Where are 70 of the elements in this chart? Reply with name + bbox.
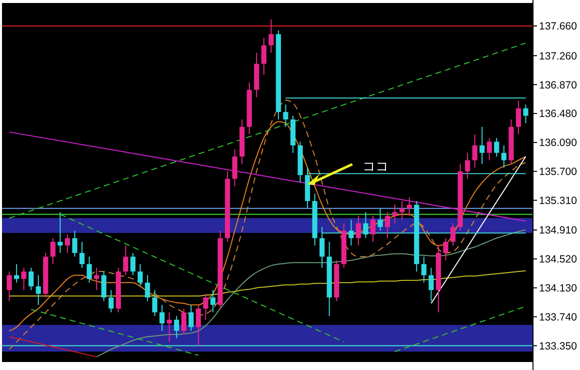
- y-tick-label: 136.090: [539, 137, 578, 150]
- candlestick: [188, 304, 194, 332]
- candlestick: [501, 144, 506, 168]
- candlestick: [79, 241, 85, 268]
- candlestick: [21, 267, 26, 291]
- candlestick: [174, 316, 180, 339]
- candlestick: [450, 222, 456, 246]
- candlestick: [480, 126, 485, 164]
- candlestick: [58, 212, 63, 254]
- y-tick-label: 137.660: [539, 20, 578, 33]
- candlestick: [50, 238, 56, 265]
- candlestick: [138, 264, 143, 287]
- y-tick-label: 137.260: [539, 50, 578, 62]
- candlestick: [123, 245, 128, 276]
- candlestick: [108, 290, 114, 313]
- candlestick: [356, 215, 361, 246]
- candlestick: [384, 212, 390, 239]
- y-tick-label: 134.130: [539, 282, 578, 294]
- candlestick: [72, 230, 78, 258]
- candlestick: [210, 290, 216, 313]
- candlestick: [64, 234, 70, 254]
- candlestick: [378, 208, 383, 232]
- candlestick: [36, 274, 41, 306]
- candlestick: [101, 271, 106, 302]
- candlestick: [494, 137, 500, 158]
- candlestick: [464, 152, 470, 180]
- candlestick: [203, 293, 208, 320]
- y-tick-label: 133.740: [539, 311, 578, 324]
- candlestick: [421, 256, 426, 284]
- candlestick: [86, 256, 92, 284]
- y-tick-label: 134.910: [539, 224, 578, 237]
- candlestick: [261, 37, 266, 76]
- candlestick: [363, 212, 368, 239]
- candlestick: [523, 104, 528, 124]
- line-series: [96, 229, 526, 358]
- candlestick: [516, 100, 521, 135]
- candlestick: [472, 134, 478, 168]
- y-tick-label: 136.480: [539, 108, 578, 120]
- y-tick-label: 135.700: [539, 166, 578, 178]
- candlestick: [348, 219, 354, 246]
- candlestick: [181, 308, 186, 336]
- y-tick-label: 133.350: [539, 340, 578, 352]
- candlestick: [392, 204, 398, 224]
- candlestick: [320, 226, 325, 268]
- candlestick: [428, 267, 434, 302]
- candlestick: [268, 18, 274, 54]
- y-tick-label: 136.870: [539, 79, 578, 92]
- y-tick-label: 134.520: [539, 254, 578, 266]
- candlestick: [28, 267, 34, 291]
- candlestick: [159, 304, 165, 332]
- candlestick: [406, 196, 412, 216]
- line-series: [8, 121, 526, 332]
- annotation: ココ: [362, 159, 388, 174]
- candlestick: [144, 274, 150, 302]
- candlestick: [283, 104, 288, 128]
- line-series: [8, 100, 526, 350]
- candlestick: [94, 267, 100, 291]
- line-series: [8, 270, 526, 296]
- candlestick: [166, 312, 172, 342]
- candlestick: [196, 304, 201, 346]
- candlestick: [130, 252, 136, 276]
- candlestick: [443, 238, 448, 261]
- candlestick: [6, 271, 12, 302]
- candlestick: [232, 148, 238, 187]
- candlestick: [400, 200, 405, 220]
- candlestick: [486, 137, 492, 161]
- candlestick: [370, 215, 376, 242]
- candlestick: [152, 290, 158, 317]
- candlestick: [14, 264, 20, 284]
- y-tick-label: 135.310: [539, 194, 578, 207]
